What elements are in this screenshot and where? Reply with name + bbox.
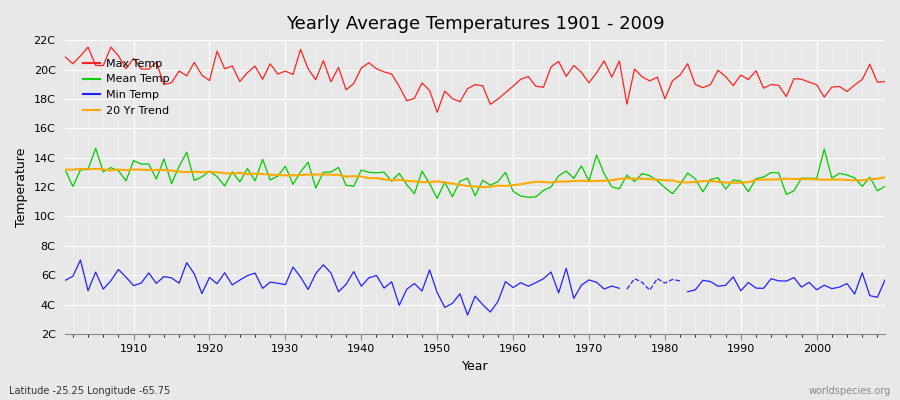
X-axis label: Year: Year [462, 360, 489, 373]
Text: worldspecies.org: worldspecies.org [809, 386, 891, 396]
Legend: Max Temp, Mean Temp, Min Temp, 20 Yr Trend: Max Temp, Mean Temp, Min Temp, 20 Yr Tre… [79, 54, 174, 120]
Text: Latitude -25.25 Longitude -65.75: Latitude -25.25 Longitude -65.75 [9, 386, 170, 396]
Title: Yearly Average Temperatures 1901 - 2009: Yearly Average Temperatures 1901 - 2009 [286, 15, 664, 33]
Y-axis label: Temperature: Temperature [15, 147, 28, 227]
